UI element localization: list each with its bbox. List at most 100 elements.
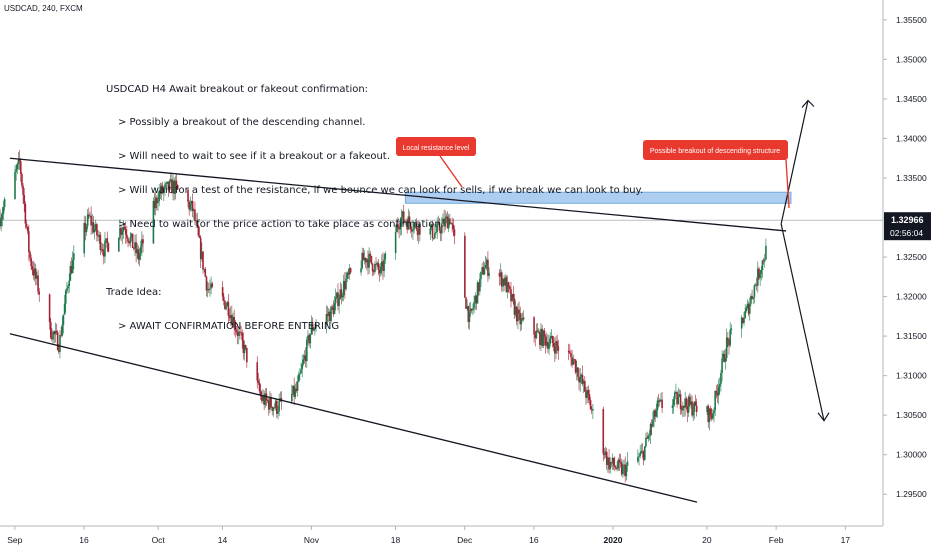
candle-body (505, 277, 508, 293)
candle-body (677, 396, 680, 405)
candle-body (487, 259, 489, 276)
candle-body (510, 289, 512, 302)
resistance-callout-text: Local resistance level (403, 145, 470, 152)
candle-body (122, 226, 125, 232)
candle-body (30, 257, 32, 267)
candle-body (479, 279, 481, 292)
candle-body (708, 408, 711, 423)
candle-body (474, 295, 477, 303)
candle-body (141, 239, 143, 247)
candle-body (242, 340, 245, 354)
candle-body (624, 464, 626, 477)
candle-body (578, 376, 580, 383)
candle-body (407, 216, 410, 230)
candle-body (760, 270, 763, 274)
candle-body (398, 227, 400, 230)
candle-body (513, 298, 516, 315)
candle-body (673, 392, 676, 400)
candle-body (477, 282, 480, 292)
candle-body (172, 180, 174, 194)
candle-body (675, 392, 677, 393)
candle-body (153, 200, 156, 209)
candle-body (331, 306, 334, 308)
candle-body (658, 399, 661, 402)
candle-body (661, 399, 663, 408)
candle-body (53, 331, 56, 335)
candle-body (653, 410, 655, 420)
candle-body (210, 283, 212, 289)
candle-body (119, 227, 121, 238)
candle-body (753, 285, 756, 298)
candle-body (452, 224, 455, 230)
candle-body (625, 465, 628, 477)
candle-body (740, 317, 743, 329)
candle-body (687, 396, 690, 413)
candle-body (92, 222, 95, 233)
candle-body (721, 358, 723, 374)
candle-body (432, 237, 435, 239)
candle-body (685, 398, 688, 407)
candle-body (2, 207, 5, 215)
candle-body (379, 266, 382, 274)
candle-body (38, 291, 41, 295)
candle-body (382, 261, 384, 271)
candle-body (364, 257, 367, 263)
candle-body (717, 386, 720, 396)
candle-body (534, 334, 537, 339)
candle-body (554, 346, 556, 354)
candle-body (138, 253, 141, 260)
candle-body (466, 306, 468, 309)
candle-body (742, 317, 744, 324)
candle-body (15, 169, 17, 172)
candle-body (16, 163, 19, 170)
candle-body (1, 214, 4, 220)
candle-body (235, 329, 238, 332)
candle-body (292, 385, 294, 394)
candle-body (754, 284, 757, 286)
candle-body (107, 243, 110, 252)
candle-body (618, 459, 621, 463)
candle-body (592, 408, 594, 411)
candle-body (326, 314, 329, 316)
candle-body (19, 161, 22, 174)
candle-body (643, 446, 646, 460)
candle-body (211, 283, 214, 288)
candle-body (164, 184, 166, 190)
up-arrow-head (801, 99, 815, 108)
candle-body (465, 297, 467, 309)
candle-body (381, 261, 383, 267)
candle-body (294, 388, 297, 397)
candle-body (758, 268, 760, 279)
candle-body (763, 259, 766, 262)
candle-body (158, 190, 160, 202)
candle-body (724, 358, 727, 362)
candle-body (336, 292, 338, 298)
candle-body (325, 314, 328, 325)
candle-body (99, 234, 102, 251)
x-tick-label: Sep (7, 535, 22, 545)
candle-body (623, 464, 625, 467)
candle-body (162, 189, 165, 193)
candle-body (142, 239, 144, 244)
candle-body (485, 259, 488, 265)
candle-body (165, 183, 167, 185)
candle-body (522, 317, 525, 320)
candle-body (725, 337, 728, 359)
candle-body (128, 241, 130, 244)
candle-body (655, 410, 658, 417)
candle-body (300, 369, 302, 374)
candle-body (712, 413, 714, 419)
candle-body (557, 346, 560, 351)
candle-body (259, 391, 262, 396)
candle-body (541, 328, 543, 346)
candle-body (329, 311, 331, 322)
candle-body (585, 391, 587, 398)
candle-body (759, 273, 761, 279)
candle-body (104, 240, 106, 257)
candle-body (173, 180, 175, 194)
candle-body (342, 280, 345, 296)
candle-body (58, 349, 60, 352)
candle-body (570, 353, 572, 358)
candle-body (716, 392, 719, 396)
